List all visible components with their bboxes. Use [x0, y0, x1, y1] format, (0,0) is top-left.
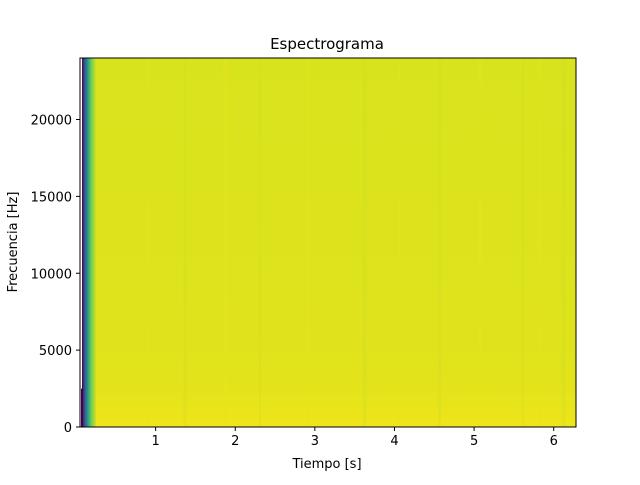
heatmap-streak — [438, 58, 442, 427]
x-axis-label: Tiempo [s] — [291, 457, 361, 472]
y-axis-label: Frecuencia [Hz] — [6, 192, 21, 293]
y-tick-label: 5000 — [39, 344, 72, 359]
chart-title: Espectrograma — [270, 35, 384, 53]
heatmap-streak — [362, 58, 367, 427]
y-tick-label: 10000 — [31, 267, 72, 282]
x-tick-label: 6 — [550, 434, 558, 449]
x-tick-label: 3 — [311, 434, 319, 449]
x-tick-label: 4 — [390, 434, 398, 449]
y-tick-label: 15000 — [31, 190, 72, 205]
y-tick-label: 0 — [64, 421, 72, 436]
heatmap-streak — [478, 58, 483, 427]
heatmap-streak — [147, 58, 150, 427]
heatmap-streak — [521, 58, 524, 427]
heatmap-edge-gradient — [82, 58, 96, 427]
heatmap-streak — [398, 58, 401, 427]
heatmap-streak — [306, 58, 310, 427]
x-tick-label: 2 — [231, 434, 239, 449]
x-tick-label: 5 — [470, 434, 478, 449]
heatmap-edge-spike — [81, 388, 83, 427]
heatmap-streak — [561, 58, 566, 427]
axes-layer: 1 2 3 4 5 6 0 5000 10000 15000 20000 — [31, 57, 577, 449]
heatmap-streak — [223, 58, 228, 427]
heatmap-layer — [80, 58, 576, 427]
heatmap-edge-gap — [80, 58, 82, 427]
heatmap-streak — [537, 58, 541, 427]
heatmap-body — [80, 58, 576, 427]
y-tick-label: 20000 — [31, 114, 72, 129]
heatmap-streak — [183, 58, 187, 427]
axes-frame — [79, 57, 577, 428]
heatmap-streak — [259, 58, 262, 427]
x-tick-label: 1 — [151, 434, 159, 449]
